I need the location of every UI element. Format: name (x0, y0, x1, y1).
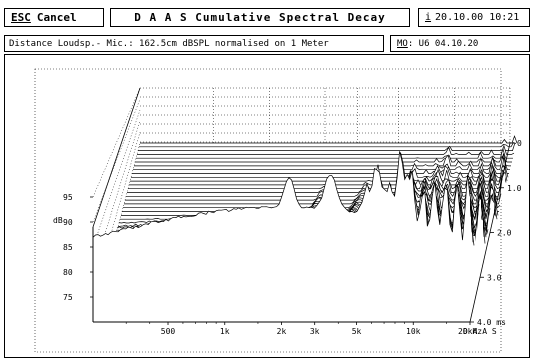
x-tick-2: 2k (277, 327, 287, 336)
x-tick-4: 5k (352, 327, 362, 336)
z-tick-1: 1.0 (507, 184, 522, 193)
y-tick-4: 95 (63, 193, 73, 202)
title-text: D A A S Cumulative Spectral Decay (134, 11, 386, 24)
x-tick-1: 1k (220, 327, 230, 336)
memory-value: : U6 04.10.20 (408, 39, 478, 49)
decay-slices (93, 136, 517, 322)
decay-slice-39 (132, 156, 509, 173)
esc-key-label: ESC (11, 11, 31, 24)
decay-slice-40 (133, 157, 510, 170)
datetime-field[interactable]: i 20.10.00 10:21 (418, 8, 530, 27)
y-tick-3: 90 (63, 218, 73, 227)
decay-slice-41 (134, 154, 511, 166)
memory-info[interactable]: MO : U6 04.10.20 (390, 35, 530, 52)
z-tick-3: 3.0 (487, 273, 502, 282)
y-tick-2: 85 (63, 243, 73, 252)
y-tick-1: 80 (63, 268, 73, 277)
z-tick-0: 0 (517, 139, 522, 148)
datetime-value: 20.10.00 10:21 (435, 12, 519, 23)
decay-slice-47 (140, 136, 517, 143)
measurement-text: Distance Loudsp.- Mic.: 162.5cm dBSPL no… (9, 39, 329, 49)
measurement-info: Distance Loudsp.- Mic.: 162.5cm dBSPL no… (4, 35, 384, 52)
memory-key-label: MO (397, 39, 408, 49)
window-title: D A A S Cumulative Spectral Decay (110, 8, 410, 27)
x-tick-3: 3k (310, 327, 320, 336)
z-tick-2: 2.0 (497, 229, 512, 238)
z-tick-4: 4.0 ms (477, 318, 506, 327)
info-key-label: i (425, 12, 431, 23)
x-tick-5: 10k (406, 327, 421, 336)
decay-slice-42 (135, 156, 512, 163)
decay-slice-38 (131, 165, 508, 177)
y-axis-label: dB (53, 216, 63, 225)
cancel-button[interactable]: ESC Cancel (4, 8, 104, 27)
brand-label: D A A S (463, 327, 497, 336)
y-tick-0: 75 (63, 293, 73, 302)
cancel-label: Cancel (37, 11, 77, 24)
x-tick-0: 500 (161, 327, 176, 336)
